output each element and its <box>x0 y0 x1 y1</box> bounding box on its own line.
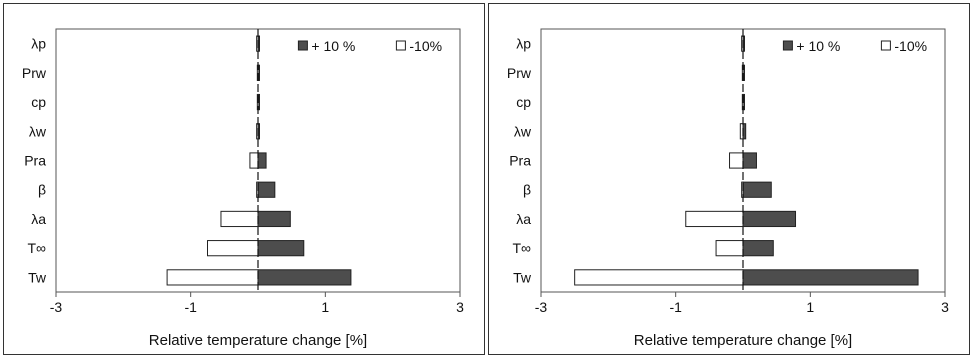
category-label: λp <box>516 36 531 52</box>
bar-minus-4 <box>249 152 259 169</box>
category-label: cp <box>516 94 531 110</box>
category-label: Tw <box>513 269 532 285</box>
bar-minus-7 <box>207 240 259 257</box>
category-label: T∞ <box>512 240 531 256</box>
x-tick-label: 3 <box>941 299 949 315</box>
category-label: β <box>523 182 531 198</box>
legend-swatch-plus <box>297 40 308 51</box>
category-label: Prw <box>22 65 47 81</box>
x-tick-label: -1 <box>184 299 197 315</box>
bar-minus-8 <box>166 269 259 286</box>
legend-label-minus: -10% <box>409 38 442 54</box>
bar-plus-6 <box>257 210 291 228</box>
legend-label-minus: -10% <box>894 38 927 54</box>
bar-minus-7 <box>715 240 744 257</box>
x-tick-label: 3 <box>456 299 464 315</box>
x-axis-label: Relative temperature change [%] <box>149 332 367 349</box>
chart-panel-right: λp Prw cp λw Pra β λa T∞ Tw -3 -1 1 3 Relative temper… <box>488 3 970 355</box>
x-tick-label: -3 <box>50 299 63 315</box>
legend-swatch-minus <box>880 40 891 51</box>
bar-plus-8 <box>742 269 919 286</box>
category-label: λw <box>29 123 47 139</box>
x-tick-label: 1 <box>321 299 329 315</box>
category-label: Pra <box>24 153 46 169</box>
legend-label-plus: + 10 % <box>311 38 355 54</box>
x-axis-label: Relative temperature change [%] <box>634 332 852 349</box>
bar-plus-7 <box>257 240 305 257</box>
legend-swatch-minus <box>395 40 406 51</box>
bar-plus-4 <box>257 152 267 169</box>
bar-plus-8 <box>257 269 352 286</box>
x-tick-label: -1 <box>669 299 682 315</box>
x-tick-label: 1 <box>806 299 814 315</box>
category-label: Prw <box>507 65 532 81</box>
category-label: β <box>38 182 46 198</box>
bar-minus-4 <box>729 152 744 169</box>
legend-swatch-plus <box>782 40 793 51</box>
x-tick-label: -3 <box>535 299 548 315</box>
bar-plus-5 <box>257 181 276 198</box>
category-label: λa <box>516 211 531 227</box>
category-label: cp <box>31 94 46 110</box>
category-label: λa <box>31 211 46 227</box>
legend-label-plus: + 10 % <box>796 38 840 54</box>
bar-minus-8 <box>574 269 744 286</box>
bar-plus-7 <box>742 240 774 257</box>
bar-minus-6 <box>220 210 259 228</box>
bar-minus-6 <box>685 210 744 228</box>
category-label: λp <box>31 36 46 52</box>
category-label: Tw <box>28 269 47 285</box>
chart-left: λp Prw cp λw Pra β λa T∞ Tw-3 -1 1 3 Relative temper… <box>22 28 464 349</box>
category-label: T∞ <box>27 240 46 256</box>
category-label: Pra <box>509 153 531 169</box>
bar-plus-4 <box>742 152 757 169</box>
chart-right: λp Prw cp λw Pra β λa T∞ Tw-3 -1 1 3 Relative temper… <box>507 28 949 349</box>
chart-panel-left: λp Prw cp λw Pra β λa T∞ Tw -3 -1 1 3 Relative temper… <box>3 3 485 355</box>
bar-plus-6 <box>742 210 797 228</box>
category-label: λw <box>514 123 532 139</box>
bar-plus-5 <box>742 181 772 198</box>
